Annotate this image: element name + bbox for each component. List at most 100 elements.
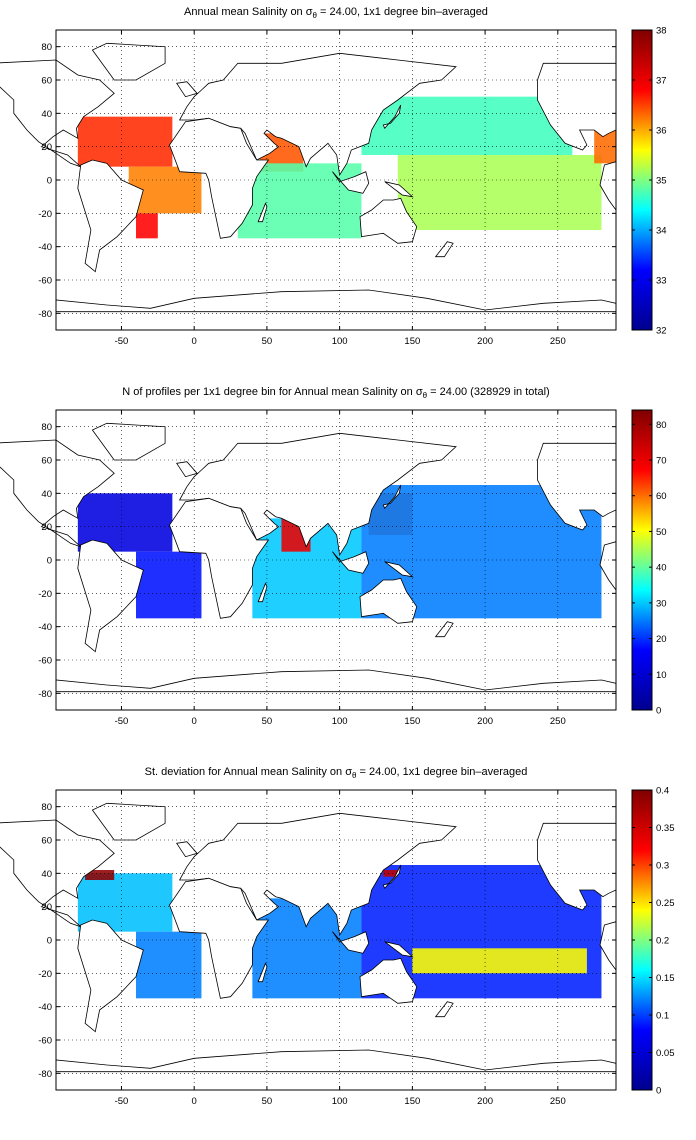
y-tick-label: 0 [47, 176, 52, 187]
colorbar-tick-label: 35 [656, 176, 667, 187]
data-region-2 [136, 213, 158, 239]
y-tick-label: 20 [41, 522, 52, 533]
y-tick-label: 40 [41, 869, 52, 880]
coastline-12 [434, 621, 454, 638]
y-tick-label: -60 [38, 276, 52, 287]
x-tick-label: 100 [332, 1096, 348, 1107]
x-tick-label: 100 [332, 336, 348, 347]
std-deviation-chart: -50 0 50 100 150 200 250 -80 -60 -40 -20 0 20 40 60 80 0… [0, 786, 675, 1107]
colorbar-tick-label: 34 [656, 226, 667, 237]
coastline-14 [599, 921, 617, 972]
coastline-2 [178, 52, 457, 177]
y-tick-label: 80 [41, 422, 52, 433]
x-tick-label: 250 [550, 716, 566, 727]
coastline-6 [55, 289, 617, 313]
x-tick-label: 50 [262, 716, 273, 727]
colorbar-tick-label: 0.2 [656, 936, 669, 947]
colorbar-tick-label: 0.05 [656, 1048, 675, 1059]
y-tick-label: -40 [38, 622, 52, 633]
coastline-4 [359, 577, 418, 624]
coastline-9 [382, 104, 402, 130]
y-tick-label: 40 [41, 109, 52, 120]
coastline-12 [434, 1001, 454, 1018]
data-region-4 [237, 163, 362, 239]
colorbar-tick-label: 0.25 [656, 898, 675, 909]
coastline-1 [77, 919, 144, 1033]
salinity-title: Annual mean Salinity on σθ = 24.00, 1x1 … [184, 6, 488, 21]
std-deviation-panel: St. deviation for Annual mean Salinity o… [0, 760, 696, 1140]
y-tick-label: 0 [47, 556, 52, 567]
x-tick-label: 150 [404, 1096, 420, 1107]
colorbar-tick-label: 37 [656, 76, 667, 87]
y-tick-label: -20 [38, 209, 52, 220]
coastline-11 [384, 181, 414, 198]
colorbar-tick-label: 10 [656, 670, 667, 681]
data-region-1 [85, 870, 115, 880]
coastline-14 [599, 541, 617, 592]
coastline-2 [178, 432, 457, 557]
x-tick-label: 50 [262, 336, 273, 347]
coastline-9 [382, 484, 402, 510]
coastline-8 [176, 841, 198, 858]
data-region-1 [136, 551, 202, 619]
coastline-13 [537, 822, 617, 911]
coastline-13 [537, 442, 617, 531]
coastline-6 [55, 1049, 617, 1073]
coastline-8 [176, 461, 198, 478]
coastline-10 [332, 551, 370, 574]
colorbar-tick-label: 80 [656, 420, 667, 431]
colorbar-tick-label: 0.3 [656, 861, 669, 872]
x-tick-label: 250 [550, 336, 566, 347]
colorbar-tick-label: 70 [656, 456, 667, 467]
colorbar-tick-label: 33 [656, 276, 667, 287]
x-tick-label: 100 [332, 716, 348, 727]
y-tick-label: 40 [41, 489, 52, 500]
y-tick-label: -40 [38, 1002, 52, 1013]
colorbar-tick-label: 38 [656, 26, 667, 37]
coastline-12 [434, 241, 454, 258]
y-tick-label: -60 [38, 1036, 52, 1047]
std-deviation-title: St. deviation for Annual mean Salinity o… [144, 766, 528, 781]
profile-count-chart: -50 0 50 100 150 200 250 -80 -60 -40 -20 0 20 40 60 80 0… [0, 409, 667, 727]
y-tick-label: -80 [38, 309, 52, 320]
y-tick-label: -20 [38, 589, 52, 600]
salinity-chart: -50 0 50 100 150 200 250 -80 -60 -40 -20 0 20 40 60 80 3… [0, 26, 667, 347]
y-tick-label: 60 [41, 836, 52, 847]
y-tick-label: -60 [38, 656, 52, 667]
data-region-6 [412, 948, 587, 974]
y-tick-label: -40 [38, 242, 52, 253]
colorbar-tick-label: 30 [656, 598, 667, 609]
data-region-5 [361, 96, 573, 155]
x-tick-label: -50 [115, 716, 129, 727]
coastline-8 [176, 81, 198, 98]
coastline-14 [599, 161, 617, 212]
colorbar-tick-label: 0.15 [656, 973, 675, 984]
coastline-4 [359, 957, 418, 1004]
x-tick-label: 50 [262, 1096, 273, 1107]
data-region-5 [383, 870, 398, 877]
coastline-11 [384, 941, 414, 958]
x-tick-label: 150 [404, 716, 420, 727]
salinity-panel: Annual mean Salinity on σθ = 24.00, 1x1 … [0, 0, 696, 380]
colorbar-tick-label: 0 [656, 706, 661, 717]
y-tick-label: 20 [41, 902, 52, 913]
coastline-2 [178, 812, 457, 937]
data-region-0 [77, 116, 173, 167]
y-tick-label: -80 [38, 1069, 52, 1080]
colorbar-tick-label: 40 [656, 563, 667, 574]
x-tick-label: 0 [192, 716, 197, 727]
x-tick-label: 150 [404, 336, 420, 347]
colorbar-tick-label: 20 [656, 634, 667, 645]
colorbar [631, 409, 653, 711]
x-tick-label: 0 [192, 1096, 197, 1107]
coastline-10 [332, 931, 370, 954]
y-tick-label: 80 [41, 42, 52, 53]
y-tick-label: 20 [41, 142, 52, 153]
profile-count-panel: N of profiles per 1x1 degree bin for Ann… [0, 380, 696, 760]
y-tick-label: 60 [41, 76, 52, 87]
coastline-9 [382, 864, 402, 890]
y-tick-label: 80 [41, 802, 52, 813]
y-tick-label: 60 [41, 456, 52, 467]
colorbar-tick-label: 36 [656, 126, 667, 137]
coastline-1 [77, 539, 144, 653]
